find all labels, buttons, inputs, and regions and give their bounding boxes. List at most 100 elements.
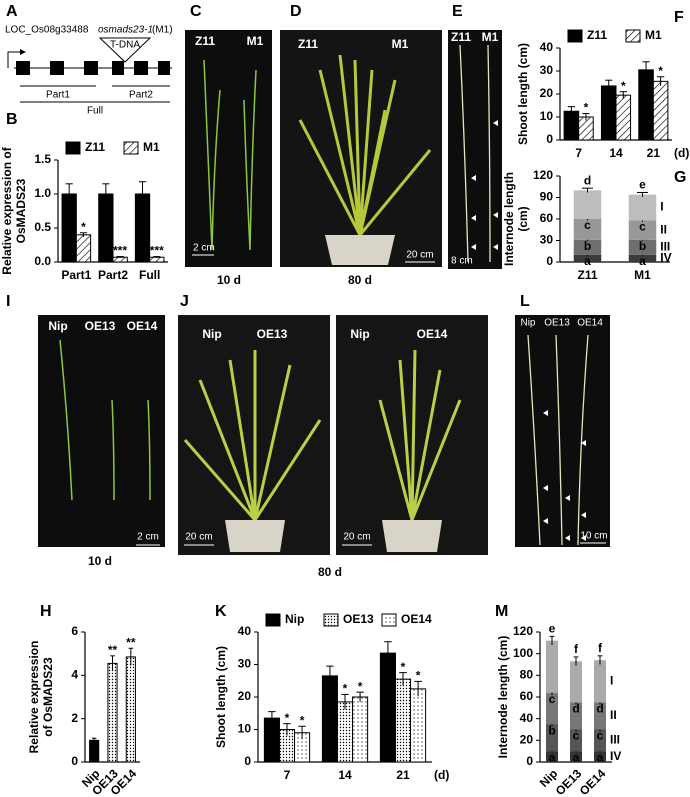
legend-swatch [65, 141, 81, 155]
photo-label: OE13 [257, 327, 288, 341]
segment-label: IV [660, 251, 671, 265]
y-tick-label: 90 [540, 190, 554, 204]
bar [615, 94, 632, 141]
letter: a [573, 750, 580, 764]
letter: b [584, 239, 591, 253]
bar [112, 256, 128, 263]
legend-swatch [381, 613, 397, 627]
letter: b [548, 723, 555, 737]
scale-label: 20 cm [185, 532, 212, 543]
age-label: 80 d [318, 565, 342, 579]
photo-label: Nip [520, 318, 535, 329]
exon [84, 61, 98, 75]
photo-label: OE14 [417, 327, 448, 341]
bar [410, 688, 427, 763]
bar-segment [594, 751, 606, 762]
bar-segment [570, 702, 582, 730]
panel-label: M [495, 603, 508, 620]
panel-label: K [215, 603, 227, 620]
photo-label: Z11 [195, 34, 215, 48]
y-axis-label: Shoot length (cm) [516, 43, 530, 145]
x-tick-label: Part1 [61, 268, 91, 282]
legend-swatch [123, 141, 139, 155]
significance: * [401, 660, 406, 674]
exon [112, 61, 124, 75]
age-label: 10 d [88, 554, 112, 568]
bar [379, 652, 396, 763]
panel-label: D [290, 3, 302, 20]
bar [352, 696, 369, 763]
bar-segment [594, 729, 606, 752]
gene-diagram: LOC_Os08g33488 osmads23-1 (M1) T-DNA Par… [5, 25, 173, 117]
x-tick-label: 7 [575, 146, 582, 160]
letter: c [639, 220, 646, 234]
y-tick-label: 80 [520, 668, 534, 682]
y-axis-label: of OsMADS23 [41, 657, 55, 737]
y-tick-label: 40 [540, 40, 554, 54]
x-tick-label: Full [139, 268, 160, 282]
y-tick-label: 40 [238, 624, 252, 638]
scale-label: 10 cm [580, 531, 607, 542]
x-tick-label: M1 [634, 268, 651, 282]
significance: * [300, 713, 305, 727]
letter: a [549, 750, 556, 764]
x-tick-label: 14 [609, 146, 623, 160]
significance: *** [113, 244, 127, 258]
significance: * [584, 101, 589, 115]
shape [493, 244, 498, 250]
y-tick-label: 0 [71, 754, 78, 768]
scale-label: 2 cm [137, 532, 159, 543]
legend-swatch [323, 613, 339, 627]
panel-label: I [6, 293, 10, 310]
x-unit: (d) [674, 146, 689, 160]
bar-segment [573, 190, 602, 219]
letter: c [584, 218, 591, 232]
y-tick-label: 2 [71, 711, 78, 725]
photo [515, 315, 610, 547]
insert-shape [98, 37, 152, 63]
x-tick-label: 14 [338, 768, 352, 782]
insert: T-DNA [110, 40, 140, 51]
y-tick-label: 0 [546, 132, 553, 146]
scale-label: 2 cm [193, 243, 215, 254]
exon [134, 61, 148, 75]
photo-label: Nip [48, 319, 67, 333]
y-tick-label: 20 [520, 733, 534, 747]
shape [543, 485, 548, 491]
y-axis-label: Internode length (cm) [496, 636, 510, 759]
bar [75, 234, 92, 263]
bar [321, 675, 338, 763]
legend-swatch [567, 29, 583, 43]
x-tick-label: Z11 [577, 268, 597, 282]
bar-segment [573, 254, 602, 262]
allele-line: (M1) [152, 25, 173, 36]
significance: * [658, 64, 663, 78]
panel-label: J [180, 293, 189, 310]
letter: c [549, 692, 556, 706]
significance: ** [126, 635, 136, 649]
legend-label: Z11 [587, 28, 607, 42]
letter: e [639, 178, 646, 192]
y-tick-label: 6 [71, 624, 78, 638]
shape [471, 175, 476, 181]
bar [263, 717, 280, 763]
bar-segment [573, 239, 602, 255]
y-tick-label: 0 [244, 754, 251, 768]
legend-swatch [625, 29, 641, 43]
y-axis-label: Relative expression of [0, 146, 14, 274]
y-tick-label: 20 [540, 86, 554, 100]
significance: * [416, 669, 421, 683]
photo [185, 30, 272, 267]
segment-label: III [660, 239, 670, 253]
segment-label: Part2 [129, 90, 153, 101]
panel-label: C [190, 3, 202, 20]
legend-label: OE13 [343, 612, 374, 626]
significance: * [81, 220, 86, 234]
bar-segment [546, 751, 558, 762]
seedling [59, 339, 151, 501]
bar [125, 656, 136, 763]
exon [50, 61, 64, 75]
bar-segment [628, 254, 657, 262]
panel-label: A [6, 3, 18, 20]
significance: * [621, 79, 626, 93]
